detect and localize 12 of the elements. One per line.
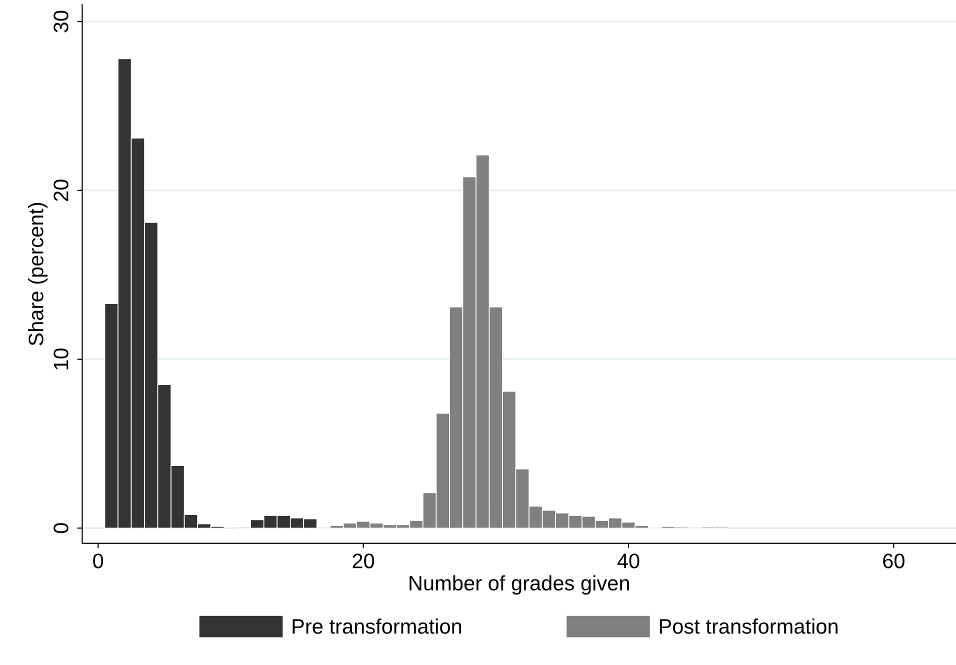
y-axis-title: Share (percent) <box>28 202 48 346</box>
x-tick-label: 60 <box>883 554 904 568</box>
x-tick-label: 20 <box>352 554 374 568</box>
x-tick-label: 0 <box>93 554 104 568</box>
legend-label: Post transformation <box>660 618 838 634</box>
x-tick-label: 40 <box>617 554 640 568</box>
x-axis-title: Number of grades given <box>410 575 629 595</box>
y-tick-label: 0 <box>54 523 68 534</box>
y-tick-label: 10 <box>54 348 68 370</box>
y-tick-label: 30 <box>54 10 68 32</box>
legend-label: Pre transformation <box>292 618 462 634</box>
y-tick-label: 20 <box>54 180 68 201</box>
